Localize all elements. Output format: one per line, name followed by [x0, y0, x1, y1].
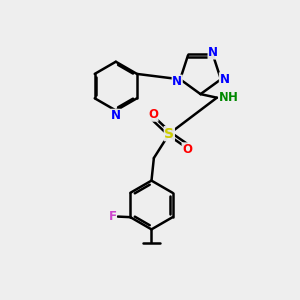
Text: N: N [208, 46, 218, 59]
Text: F: F [108, 210, 116, 223]
Text: N: N [111, 109, 121, 122]
Text: N: N [219, 73, 230, 86]
Text: S: S [164, 127, 174, 141]
Text: H: H [228, 91, 238, 104]
Text: O: O [148, 108, 158, 121]
Text: N: N [219, 91, 229, 104]
Text: N: N [172, 75, 182, 88]
Text: O: O [182, 143, 192, 156]
